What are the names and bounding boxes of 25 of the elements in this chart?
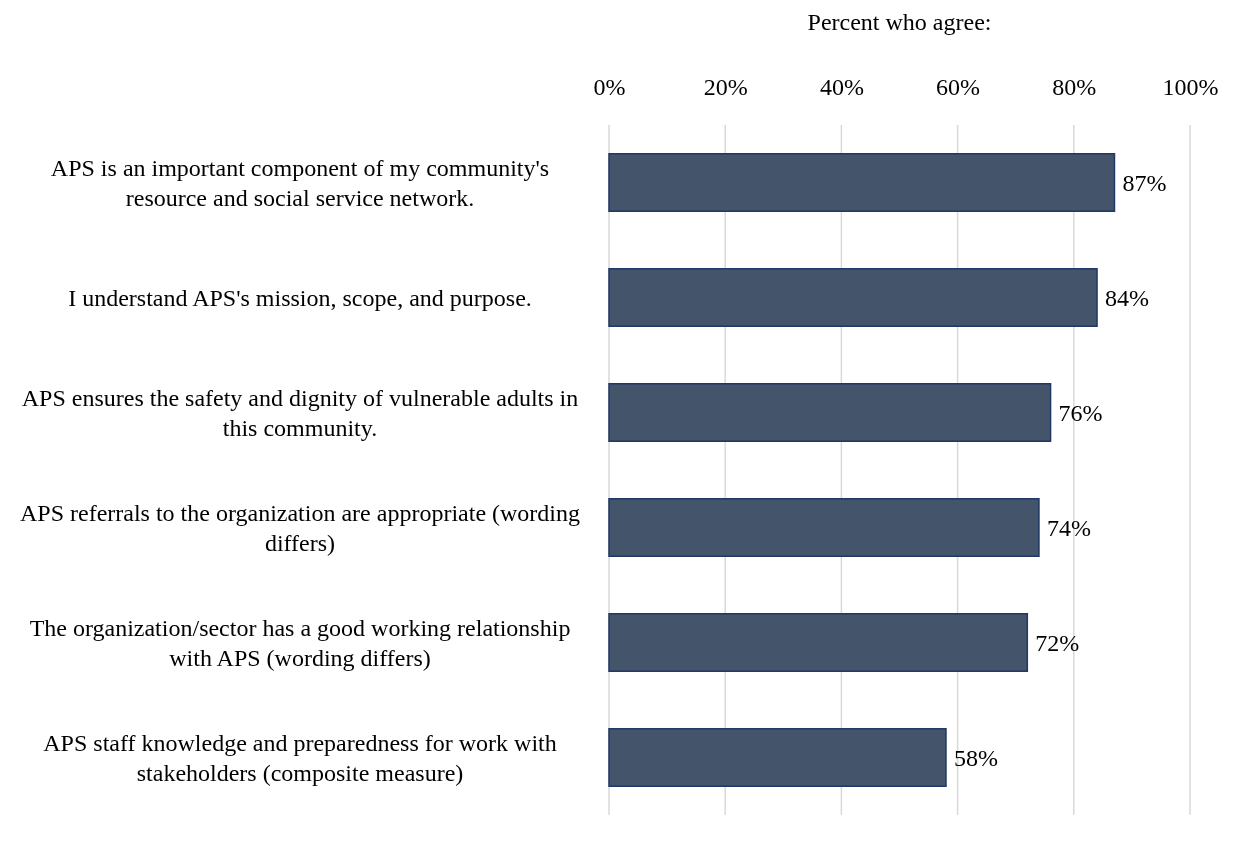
y-tick-label: APS staff knowledge and preparedness for work with stakeholders (composite measure) [43, 729, 557, 786]
bar [608, 613, 1029, 672]
y-tick-label: The organization/sector has a good working relationship with APS (wording differs) [29, 614, 571, 671]
bar [608, 383, 1052, 442]
x-tick-label: 60% [936, 74, 981, 100]
x-tick-label: 20% [703, 74, 748, 100]
y-tick-label: APS is an important component of my community's resource and social service network. [50, 154, 550, 211]
y-tick-label: APS ensures the safety and dignity of vulnerable adults in this community. [21, 384, 579, 441]
data-label: 76% [1058, 399, 1103, 426]
x-tick-label: 0% [593, 74, 626, 100]
bar [608, 728, 947, 787]
y-tick-label: I understand APS's mission, scope, and purpose. [68, 284, 532, 311]
x-tick-label: 100% [1162, 74, 1219, 100]
data-label: 87% [1122, 169, 1167, 196]
y-tick-label: APS referrals to the organization are appropriate (wording differs) [19, 499, 581, 556]
bar [608, 268, 1098, 327]
data-label: 84% [1105, 284, 1150, 311]
bar [608, 153, 1116, 212]
x-tick-label: 80% [1052, 74, 1097, 100]
x-tick-label: 40% [819, 74, 864, 100]
data-label: 72% [1035, 629, 1080, 656]
chart-title: Percent who agree: [807, 9, 992, 35]
data-label: 58% [953, 744, 998, 771]
bar [608, 498, 1040, 557]
data-label: 74% [1046, 514, 1091, 541]
